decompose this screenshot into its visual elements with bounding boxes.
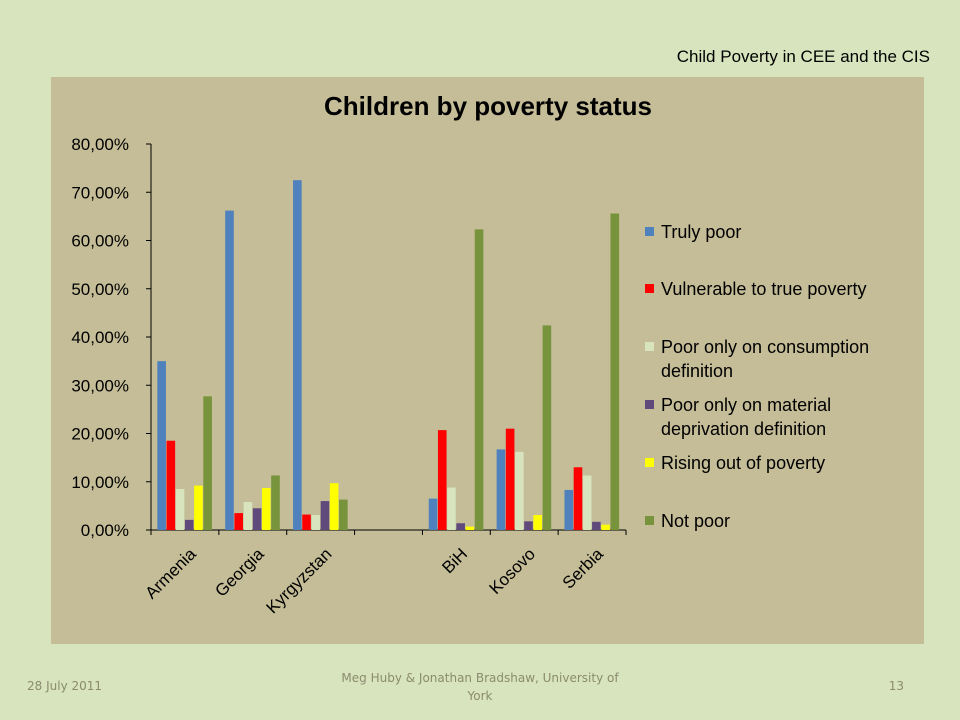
chart-panel: Children by poverty status 0,00% 10,00% 20…: [51, 77, 924, 644]
legend-swatch: [645, 458, 654, 467]
bar: [329, 483, 339, 530]
y-tick-label: 30,00%: [71, 376, 129, 395]
bar: [320, 501, 330, 530]
bar: [339, 499, 348, 530]
y-tick-label: 60,00%: [71, 232, 129, 251]
bar: [437, 430, 447, 530]
bar: [515, 451, 524, 530]
y-tick-label: 20,00%: [71, 425, 129, 444]
x-category-label: BiH: [438, 544, 471, 577]
bar: [496, 449, 506, 530]
bar: [166, 440, 176, 530]
bar: [184, 519, 194, 530]
bar: [302, 514, 311, 530]
bar: [505, 428, 515, 530]
footer-date: 28 July 2011: [27, 679, 103, 693]
y-tick-label: 80,00%: [71, 135, 129, 154]
page-number: 13: [888, 679, 904, 693]
bar: [252, 508, 262, 530]
y-tick-label: 70,00%: [71, 183, 129, 202]
legend-label: Not poor: [661, 511, 730, 531]
slide-header: Child Poverty in CEE and the CIS: [676, 47, 930, 66]
y-tick-label: 0,00%: [81, 521, 129, 540]
legend-label: Rising out of poverty: [661, 453, 825, 473]
x-category-label: Kyrgyzstan: [263, 544, 336, 617]
legend-label: Vulnerable to true poverty: [661, 279, 866, 299]
legend-swatch: [645, 284, 654, 293]
bar: [203, 396, 212, 530]
legend-label: Poor only on consumption definition: [661, 337, 869, 381]
bar: [582, 475, 592, 530]
bar: [234, 513, 243, 530]
bar: [271, 475, 280, 530]
legend-swatch: [645, 400, 654, 409]
x-category-label: Armenia: [142, 544, 201, 603]
bar: [601, 524, 610, 530]
bar: [573, 467, 583, 530]
y-tick-label: 10,00%: [71, 473, 129, 492]
bar: [456, 523, 465, 530]
legend-label: Truly poor: [661, 222, 741, 242]
bar-chart: Children by poverty status 0,00% 10,00% 20…: [71, 91, 869, 617]
bar: [194, 485, 203, 530]
bar: [533, 515, 543, 530]
bar: [293, 180, 302, 530]
bar: [474, 229, 484, 530]
x-category-label: Serbia: [559, 544, 608, 593]
footer-author: Meg Huby & Jonathan Bradshaw, University…: [341, 671, 619, 703]
y-tick-label: 40,00%: [71, 328, 129, 347]
bar: [243, 502, 253, 530]
x-category-label: Georgia: [211, 544, 268, 601]
bar: [542, 325, 552, 530]
bar: [465, 526, 475, 530]
bar: [447, 487, 456, 530]
bar: [225, 210, 234, 530]
chart-title: Children by poverty status: [324, 91, 652, 121]
bar: [610, 213, 620, 531]
legend-swatch: [645, 227, 654, 236]
bar: [175, 488, 185, 530]
y-tick-label: 50,00%: [71, 280, 129, 299]
legend-label: Poor only on material deprivation definit…: [661, 395, 831, 439]
x-category-label: Kosovo: [486, 544, 540, 598]
legend-swatch: [645, 342, 654, 351]
bar: [524, 521, 533, 530]
bar: [261, 488, 271, 530]
bar: [428, 498, 438, 530]
bar: [157, 361, 166, 530]
legend-swatch: [645, 516, 654, 525]
bar: [311, 515, 321, 530]
bar: [592, 521, 601, 530]
bar: [564, 489, 574, 530]
